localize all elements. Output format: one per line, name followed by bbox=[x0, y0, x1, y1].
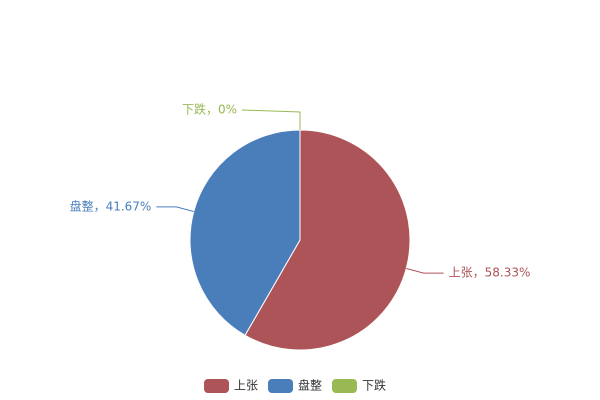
leader-line bbox=[406, 267, 444, 274]
leader-line bbox=[156, 206, 194, 213]
data-label: 下跌，0% bbox=[182, 102, 237, 117]
data-label: 盘整，41.67% bbox=[70, 198, 152, 213]
pie-slice bbox=[244, 129, 411, 351]
data-label: 上张，58.33% bbox=[449, 266, 531, 280]
leader-line bbox=[241, 109, 301, 130]
legend-label: 盘整 bbox=[298, 378, 322, 393]
legend-swatch bbox=[204, 379, 229, 393]
legend-label: 上张 bbox=[234, 379, 258, 393]
legend-label: 下跌 bbox=[362, 378, 386, 393]
legend-swatch bbox=[332, 379, 357, 393]
pie-slice bbox=[189, 129, 301, 336]
legend-swatch bbox=[268, 379, 293, 393]
